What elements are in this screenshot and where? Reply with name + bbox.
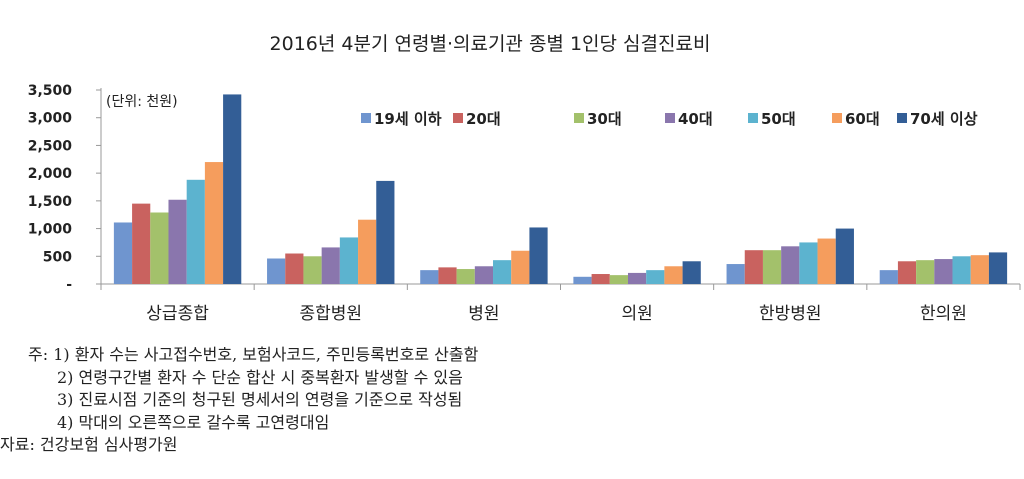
source-note: 자료: 건강보험 심사평가원 [0, 435, 178, 454]
bar [438, 267, 457, 284]
note-text: 1) 환자 수는 사고접수번호, 보험사코드, 주민등록번호로 산출함 [53, 345, 479, 364]
y-tick-label: 3,000 [28, 111, 73, 127]
x-tick-label: 의원 [621, 304, 652, 324]
bars [113, 94, 1008, 284]
note-1: 주: 1) 환자 수는 사고접수번호, 보험사코드, 주민등록번호로 산출함 [0, 344, 478, 367]
bar [339, 237, 359, 284]
y-tick-label: 1,000 [28, 222, 73, 238]
legend-label: 60대 [845, 110, 880, 128]
note-4: 4) 막대의 오른쪽으로 갈수록 고연령대임 [57, 412, 330, 432]
bar [132, 203, 151, 284]
bar [358, 219, 377, 284]
x-tick-label: 상급종합 [146, 304, 209, 324]
bar-chart: 2016년 4분기 연령별·의료기관 종별 1인당 심결진료비 (단위: 천원)… [28, 33, 1021, 324]
bar [474, 266, 494, 284]
bar [204, 162, 224, 284]
y-tick-label: 3,500 [28, 83, 73, 99]
bar [591, 274, 610, 284]
bar [799, 242, 818, 284]
y-tick-label: 2,000 [28, 166, 73, 182]
bar [113, 222, 133, 284]
bar [529, 227, 548, 284]
axes: - 500 1,000 1,500 2,000 2,500 3,000 3,500 상급종합 종합… [28, 83, 1021, 324]
y-tick-label: - [66, 277, 72, 293]
y-tick-label: 1,500 [28, 194, 73, 210]
unit-note: (단위: 천원) [106, 94, 178, 110]
bar [879, 270, 898, 284]
bar [781, 246, 800, 284]
legend-swatch [453, 113, 463, 123]
bar [817, 238, 836, 284]
legend-label: 30대 [587, 110, 622, 128]
note-prefix: 주: [28, 345, 49, 364]
bar [493, 260, 512, 284]
note-3: 3) 진료시점 기준의 청구된 명세서의 연령을 기준으로 작성됨 [57, 390, 463, 409]
footnotes: 주: 1) 환자 수는 사고접수번호, 보험사코드, 주민등록번호로 산출함 2… [0, 344, 478, 457]
x-tick-label: 종합병원 [299, 304, 362, 324]
bar [150, 212, 169, 284]
bar [952, 256, 971, 284]
bar [303, 256, 322, 284]
bar [897, 261, 917, 284]
legend-swatch [748, 113, 758, 123]
x-tick-label: 한방병원 [759, 304, 822, 324]
y-tick-label: 2,500 [28, 138, 73, 154]
bar [762, 250, 782, 284]
chart-title: 2016년 4분기 연령별·의료기관 종별 1인당 심결진료비 [270, 33, 711, 55]
bar [664, 266, 683, 284]
y-tick-label: 500 [43, 249, 72, 265]
bar [646, 270, 665, 284]
legend-swatch [897, 113, 907, 123]
legend-label: 20대 [466, 110, 501, 128]
bar [726, 264, 745, 284]
bar [186, 179, 205, 284]
bar [420, 270, 439, 284]
x-tick-label: 병원 [468, 304, 499, 324]
bar [835, 228, 854, 284]
legend-label: 19세 이하 [374, 110, 442, 128]
bar [321, 247, 340, 284]
bar [376, 180, 395, 284]
bar [682, 261, 701, 284]
legend-label: 70세 이상 [910, 110, 978, 128]
bar [988, 252, 1008, 284]
legend: 19세 이하 20대 30대 40대 50대 60대 70세 이상 [361, 110, 978, 128]
bar [168, 199, 187, 284]
bar [573, 276, 592, 284]
legend-swatch [574, 113, 584, 123]
bar [511, 250, 530, 284]
x-tick-label: 한의원 [920, 304, 967, 324]
bar [267, 258, 286, 284]
bar [970, 255, 989, 284]
note-2: 2) 연령구간별 환자 수 단순 합산 시 중복환자 발생할 수 있음 [57, 367, 463, 387]
bar [285, 253, 304, 284]
legend-label: 40대 [678, 110, 713, 128]
bar [223, 94, 242, 284]
legend-label: 50대 [761, 110, 796, 128]
bar [627, 272, 647, 284]
bar [609, 275, 628, 284]
legend-swatch [665, 113, 675, 123]
bar [934, 259, 953, 284]
legend-swatch [361, 113, 371, 123]
legend-swatch [832, 113, 842, 123]
bar [916, 260, 935, 284]
bar [456, 269, 475, 284]
bar [744, 250, 763, 284]
